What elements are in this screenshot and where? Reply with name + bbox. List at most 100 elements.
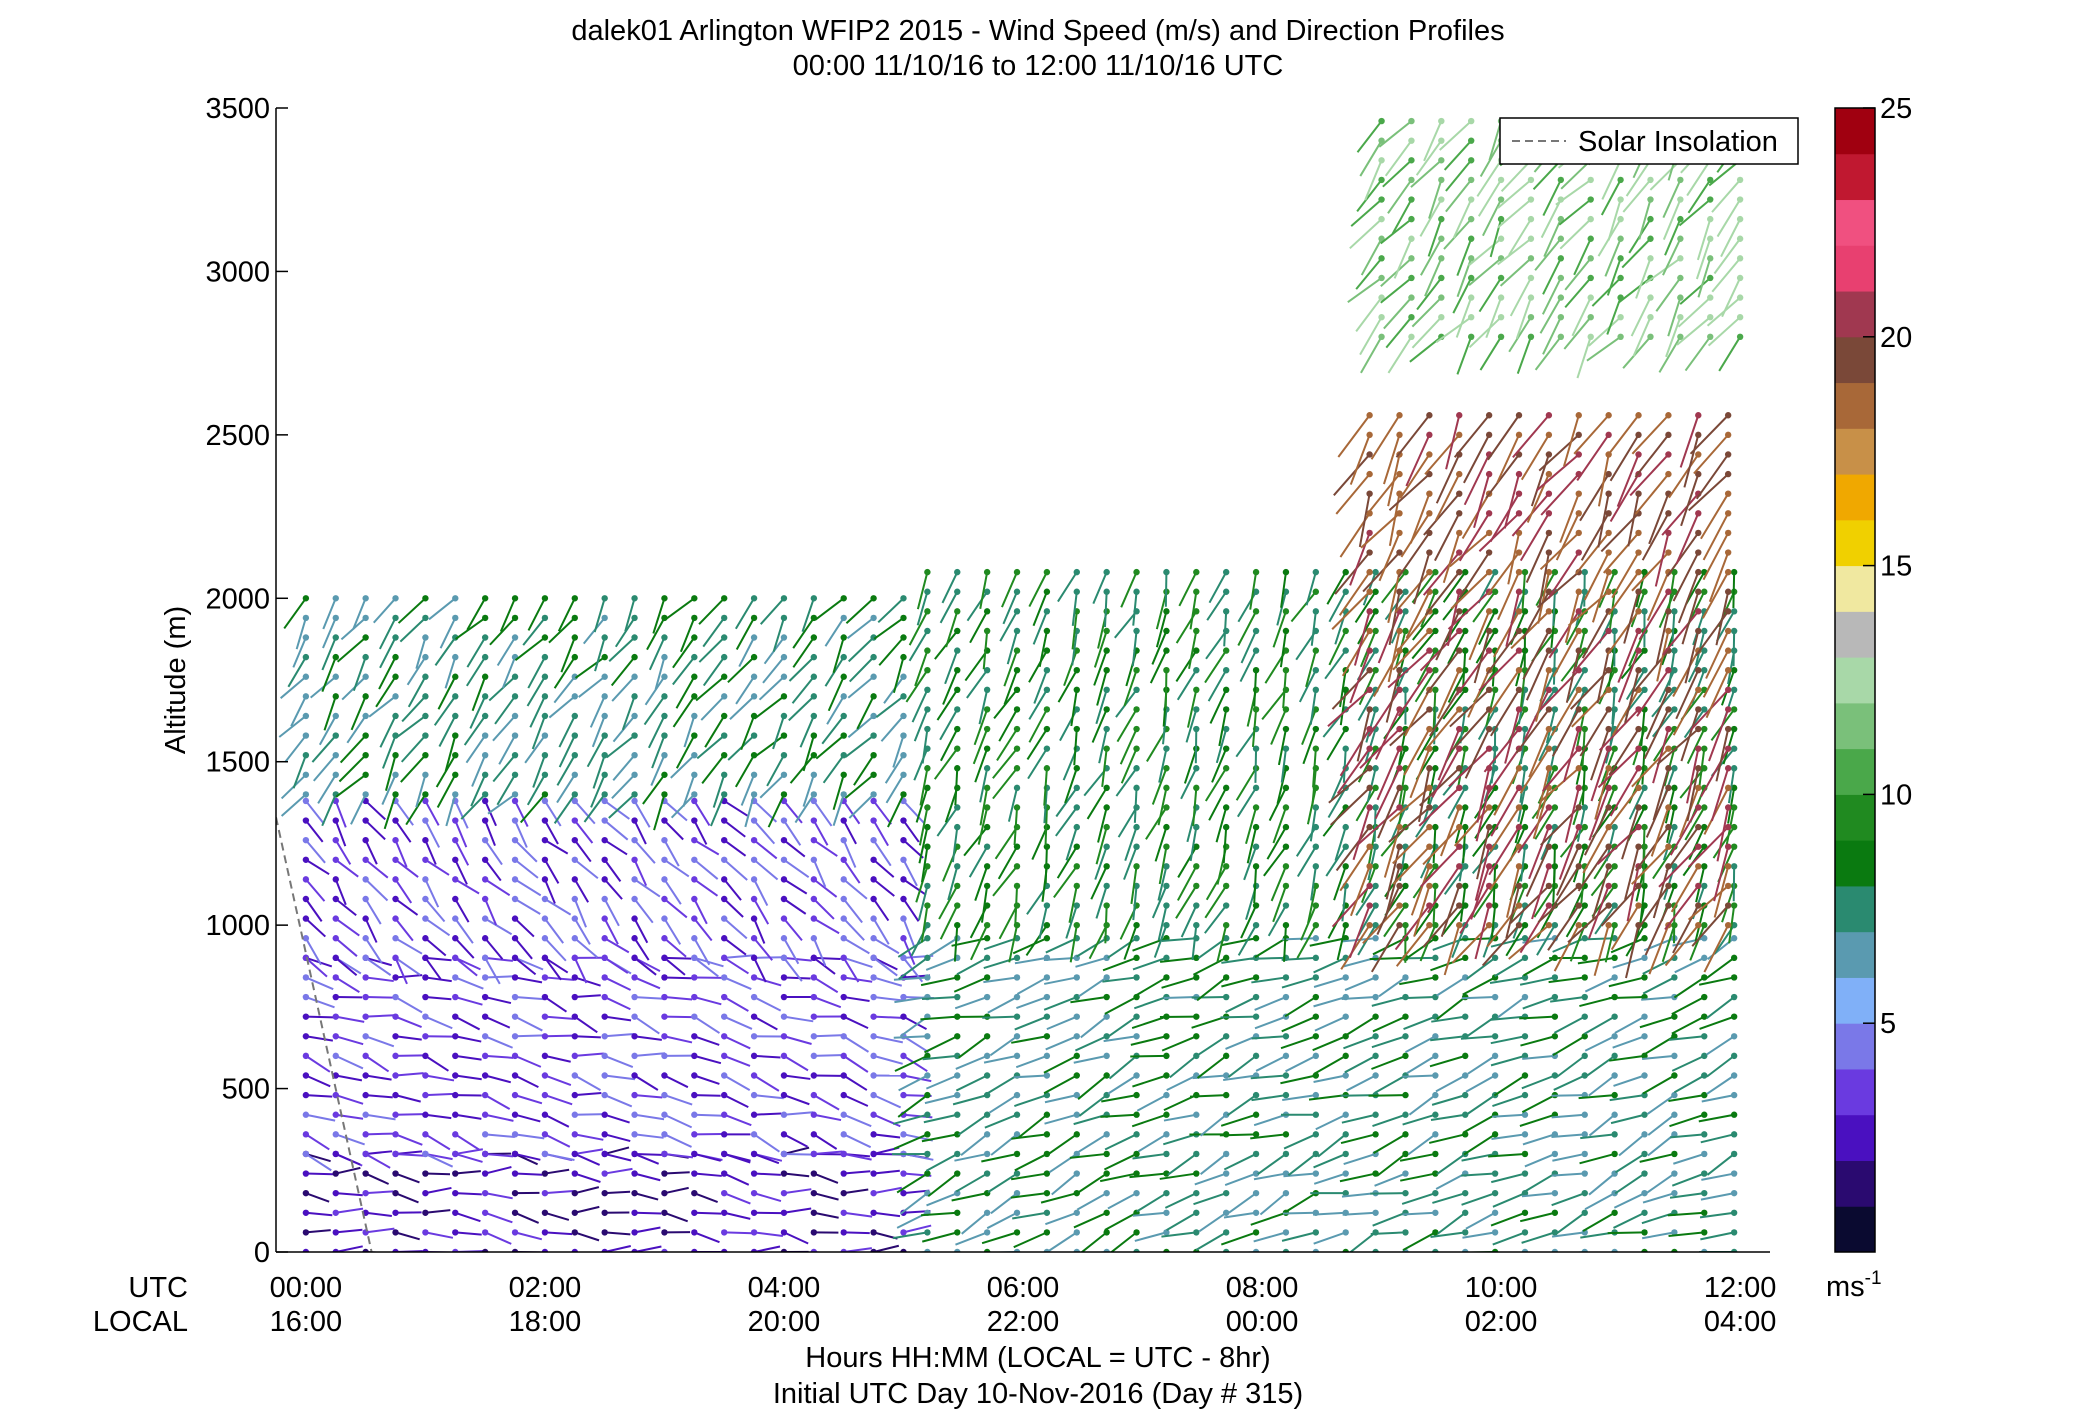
wind-barb	[1668, 453, 1700, 499]
wind-barb-dot	[1665, 588, 1672, 595]
wind-barb	[1384, 866, 1401, 919]
wind-barb-dot	[840, 732, 847, 739]
wind-barb-dot	[1372, 1072, 1379, 1079]
wind-barb	[444, 735, 457, 772]
wind-barb-dot	[1730, 745, 1738, 752]
wind-barb-dot	[721, 1033, 728, 1040]
wind-barb	[425, 1152, 453, 1161]
wind-barb-dot	[1611, 1248, 1618, 1252]
wind-barb	[675, 676, 696, 709]
wind-barb-dot	[780, 915, 788, 922]
wind-barb	[1090, 865, 1108, 900]
wind-barb	[1133, 996, 1167, 1010]
wind-barb-dot	[332, 1150, 339, 1158]
wind-barb	[352, 656, 367, 692]
wind-barb-dot	[1736, 215, 1744, 223]
wind-barb	[573, 878, 589, 903]
wind-barb-dot	[983, 686, 991, 694]
wind-barb-dot	[1426, 647, 1433, 654]
wind-barb-dot	[840, 1052, 847, 1060]
wind-barb-dot	[1641, 1248, 1648, 1252]
wind-barb	[1534, 238, 1562, 271]
wind-barb-dot	[661, 1052, 668, 1060]
wind-barb-dot	[1587, 235, 1594, 242]
legend-entry: Solar Insolation	[1578, 126, 1778, 158]
wind-barb	[1607, 571, 1640, 616]
wind-barb	[897, 1094, 928, 1118]
wind-barb-dot	[332, 1189, 339, 1197]
wind-barb-dot	[1551, 974, 1559, 981]
wind-barb-dot	[721, 993, 728, 1001]
wind-barb-dot	[571, 876, 578, 883]
wind-barb	[986, 1074, 1018, 1095]
wind-barb-dot	[721, 954, 728, 962]
wind-barb-dot	[1641, 1150, 1648, 1158]
wind-barb-dot	[661, 895, 668, 903]
wind-barb	[365, 956, 393, 967]
wind-barb	[1077, 1074, 1108, 1100]
wind-barb-dot	[780, 771, 788, 778]
wind-barb	[1654, 532, 1670, 587]
wind-barb	[1701, 571, 1730, 619]
wind-barb-dot	[1665, 823, 1672, 831]
wind-barb	[961, 1212, 988, 1235]
wind-barb-dot	[1193, 1189, 1200, 1197]
wind-barb-dot	[1635, 804, 1642, 811]
wind-barb-dot	[1396, 588, 1403, 595]
wind-barb	[455, 1113, 482, 1120]
wind-barb	[1672, 905, 1700, 954]
wind-barb-dot	[1222, 1248, 1230, 1252]
wind-barb	[753, 898, 770, 925]
wind-barb	[1590, 748, 1610, 802]
wind-barb-dot	[840, 836, 847, 844]
wind-barb-dot	[1312, 1091, 1320, 1099]
wind-barb	[1074, 1251, 1077, 1252]
wind-barb-dot	[1701, 1229, 1708, 1236]
wind-barb-dot	[541, 1170, 549, 1177]
wind-barb	[693, 800, 711, 827]
wind-barb	[1666, 532, 1700, 577]
wind-barb-dot	[840, 1189, 847, 1197]
wind-barb-dot	[511, 797, 519, 805]
wind-barb	[1479, 336, 1502, 371]
wind-barb	[1342, 1211, 1376, 1216]
wind-barb-dot	[452, 771, 459, 778]
wind-barb-dot	[392, 771, 399, 778]
wind-barb	[395, 1231, 420, 1241]
wind-barb-dot	[1282, 993, 1290, 1001]
wind-barb-dot	[1575, 863, 1582, 870]
wind-barb	[1267, 905, 1287, 937]
wind-barb-dot	[1432, 1111, 1439, 1118]
wind-barb	[455, 996, 483, 1006]
wind-barb	[335, 773, 367, 798]
wind-barb-dot	[1073, 1033, 1080, 1040]
wind-barb	[1205, 630, 1227, 660]
wind-barb	[873, 937, 900, 955]
wind-barb-dot	[780, 595, 788, 602]
wind-barb	[955, 1054, 988, 1070]
wind-barb	[1565, 650, 1580, 703]
wind-barb-dot	[1426, 882, 1433, 890]
wind-barb-dot	[1515, 706, 1523, 713]
wind-barb-dot	[392, 1131, 399, 1138]
wind-barb-dot	[1312, 666, 1320, 674]
wind-barb-dot	[1282, 1072, 1290, 1079]
wind-barb	[1228, 1192, 1257, 1214]
wind-barb	[1308, 1094, 1346, 1101]
wind-barb-dot	[1252, 823, 1260, 831]
wind-barb-dot	[1163, 823, 1170, 831]
wind-barb	[1432, 1192, 1466, 1204]
wind-barb	[1377, 787, 1401, 839]
wind-barb-dot	[1396, 686, 1403, 694]
wind-barb	[1573, 238, 1592, 276]
wind-barb	[1028, 650, 1048, 683]
wind-barb-dot	[810, 974, 818, 981]
wind-barb-dot	[1635, 666, 1642, 674]
wind-barb-dot	[810, 1052, 818, 1060]
wind-barb-dot	[1222, 1189, 1230, 1197]
wind-barb	[1394, 571, 1431, 613]
wind-barb-dot	[422, 673, 429, 680]
wind-barb-dot	[983, 1111, 991, 1118]
wind-barb	[1613, 1211, 1645, 1229]
wind-barb	[1075, 1172, 1108, 1195]
